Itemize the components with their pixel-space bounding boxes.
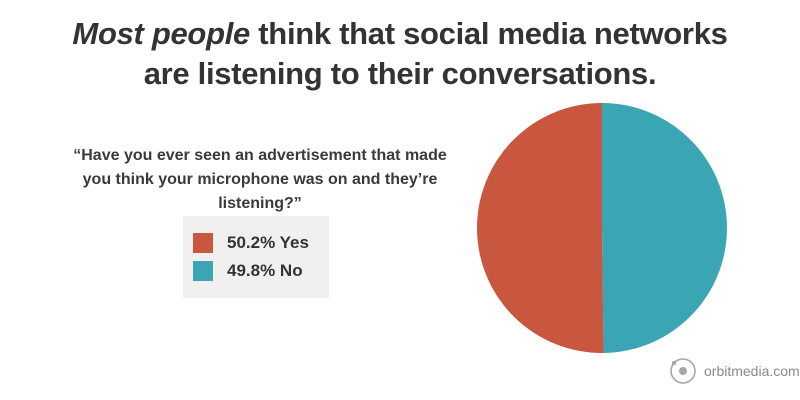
brand-name: orbitmedia.com [704,363,800,379]
survey-question: “Have you ever seen an advertisement tha… [73,147,447,212]
legend-label-no: 49.8% No [227,261,303,280]
orbit-icon [670,358,696,384]
title-emphasis: Most people [72,16,250,51]
title-line-2: are listening to their conversations. [143,56,657,91]
legend-item-no: 49.8% No [193,260,303,282]
title-line-1: Most people think that social media netw… [0,14,800,54]
legend-swatch-yes [193,233,213,253]
pie-slice-yes [476,103,604,353]
brand-logo: orbitmedia.com [668,356,800,386]
legend-item-yes: 50.2% Yes [193,232,309,254]
legend: 50.2% Yes 49.8% No [183,216,329,298]
title-rest: think that social media networks [249,16,728,51]
legend-label-yes: 50.2% Yes [227,233,309,252]
pie-slice-no [602,103,727,353]
chart-title: Most people think that social media netw… [0,14,800,94]
legend-swatch-no [193,261,213,281]
